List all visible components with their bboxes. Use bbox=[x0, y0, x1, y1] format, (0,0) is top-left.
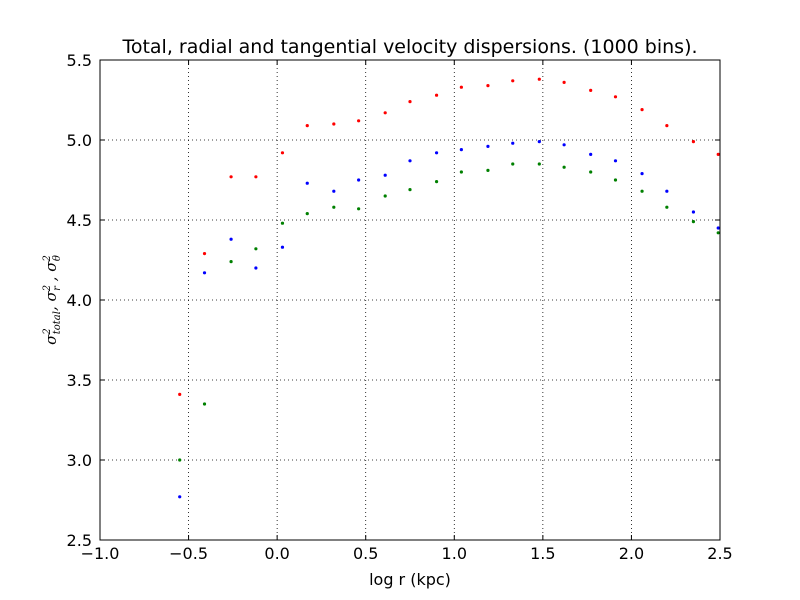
data-point bbox=[305, 181, 309, 185]
x-tick-label: −1.0 bbox=[81, 544, 120, 563]
data-point bbox=[408, 100, 412, 104]
x-tick-label: 1.0 bbox=[442, 544, 467, 563]
y-tick-label: 3.0 bbox=[67, 451, 92, 470]
data-point bbox=[537, 140, 541, 144]
data-point bbox=[408, 188, 412, 192]
data-point bbox=[716, 152, 720, 156]
x-tick-label: 2.5 bbox=[707, 544, 732, 563]
y-tick-label: 5.0 bbox=[67, 131, 92, 150]
data-point bbox=[383, 194, 387, 198]
data-point bbox=[562, 143, 566, 147]
y-tick-label: 3.5 bbox=[67, 371, 92, 390]
data-point bbox=[434, 151, 439, 155]
data-point bbox=[202, 271, 207, 275]
data-point bbox=[537, 77, 541, 81]
data-point bbox=[305, 124, 309, 128]
grid bbox=[100, 60, 720, 540]
data-point bbox=[332, 205, 336, 209]
data-point bbox=[562, 80, 566, 84]
data-point bbox=[613, 95, 618, 99]
data-point bbox=[716, 231, 720, 235]
data-point bbox=[665, 124, 669, 128]
data-point bbox=[357, 178, 361, 182]
data-point bbox=[280, 245, 285, 249]
data-point bbox=[589, 88, 593, 92]
data-point bbox=[357, 207, 361, 211]
data-point bbox=[178, 392, 182, 396]
data-points bbox=[178, 77, 720, 499]
data-point bbox=[202, 402, 207, 406]
data-point bbox=[178, 495, 182, 499]
data-point bbox=[459, 148, 463, 152]
data-point bbox=[613, 178, 618, 182]
data-point bbox=[665, 205, 669, 209]
x-tick-label: 0.0 bbox=[264, 544, 289, 563]
data-point bbox=[202, 252, 207, 256]
y-tick-label: 5.5 bbox=[67, 51, 92, 70]
data-point bbox=[229, 260, 233, 264]
data-point bbox=[716, 226, 720, 230]
data-point bbox=[434, 180, 439, 184]
data-point bbox=[229, 175, 233, 179]
x-axis-label: log r (kpc) bbox=[369, 570, 451, 589]
data-point bbox=[486, 168, 490, 172]
data-point bbox=[434, 93, 439, 97]
data-point bbox=[459, 170, 463, 174]
data-point bbox=[254, 247, 258, 251]
data-point bbox=[486, 84, 490, 88]
data-point bbox=[305, 212, 309, 216]
data-point bbox=[537, 162, 541, 166]
data-point bbox=[691, 220, 696, 224]
data-point bbox=[613, 159, 618, 163]
x-tick-label: 1.5 bbox=[530, 544, 555, 563]
y-tick-label: 2.5 bbox=[67, 531, 92, 550]
y-axis-label: σ2total, σ2r , σ2θ bbox=[42, 255, 63, 345]
x-tick-label: 2.0 bbox=[619, 544, 644, 563]
y-tick-label: 4.0 bbox=[67, 291, 92, 310]
data-point bbox=[511, 79, 515, 83]
data-point bbox=[280, 151, 285, 155]
data-point bbox=[640, 108, 644, 112]
data-point bbox=[691, 140, 696, 144]
data-point bbox=[357, 119, 361, 123]
data-point bbox=[254, 266, 258, 270]
chart-title: Total, radial and tangential velocity di… bbox=[121, 36, 697, 58]
data-point bbox=[332, 189, 336, 193]
data-point bbox=[408, 159, 412, 163]
data-point bbox=[691, 210, 696, 214]
data-point bbox=[254, 175, 258, 179]
data-point bbox=[640, 189, 644, 193]
data-point bbox=[459, 85, 463, 89]
data-point bbox=[229, 237, 233, 241]
data-point bbox=[589, 152, 593, 156]
x-tick-label: 0.5 bbox=[353, 544, 378, 563]
data-point bbox=[280, 221, 285, 225]
data-point bbox=[640, 172, 644, 176]
data-point bbox=[486, 144, 490, 148]
data-point bbox=[332, 122, 336, 126]
data-point bbox=[665, 189, 669, 193]
x-tick-label: −0.5 bbox=[169, 544, 208, 563]
data-point bbox=[178, 458, 182, 462]
axis-ticks: −1.0 −0.5 0.0 0.5 1.0 1.5 2.0 2.5 2.5 3.0 3.5 4.0 4.… bbox=[67, 51, 733, 563]
data-point bbox=[511, 162, 515, 166]
data-point bbox=[511, 141, 515, 145]
y-tick-label: 4.5 bbox=[67, 211, 92, 230]
data-point bbox=[589, 170, 593, 174]
data-point bbox=[562, 165, 566, 169]
data-point bbox=[383, 111, 387, 115]
data-point bbox=[383, 173, 387, 177]
